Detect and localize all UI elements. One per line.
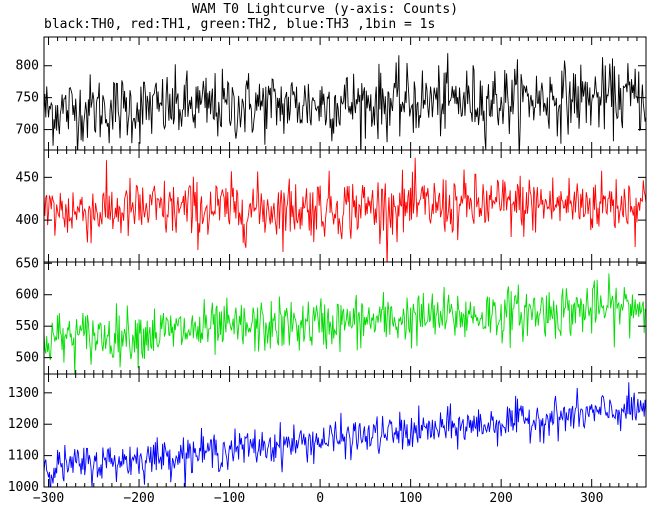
y-tick-label: 1000: [8, 480, 39, 495]
y-tick-label: 800: [16, 59, 39, 74]
x-tick-label: 300: [580, 491, 603, 505]
chart-subtitle: black:TH0, red:TH1, green:TH2, blue:TH3 …: [44, 17, 436, 32]
x-tick-label: −300: [33, 491, 64, 505]
series-line-th3: [44, 382, 646, 487]
panels-layer: 7007508004004505005506006501000110012001…: [8, 36, 647, 495]
panel-th3: 1000 1100 1200 1300: [8, 373, 647, 495]
y-tick-label: 750: [16, 91, 39, 106]
y-tick-label: 500: [16, 351, 39, 366]
x-tick-label: 100: [399, 491, 422, 505]
y-tick-label: 700: [16, 123, 39, 138]
series-line-th1: [44, 157, 646, 262]
series-line-th0: [44, 53, 646, 150]
series-line-th2: [44, 273, 646, 374]
y-tick-label: 650: [16, 256, 39, 271]
y-tick-label: 1300: [8, 386, 39, 401]
panel-frame: [43, 373, 647, 488]
y-tick-label: 1100: [8, 449, 39, 464]
x-tick-label: 0: [316, 491, 324, 505]
y-tick-label: 600: [16, 288, 39, 303]
y-tick-label: 450: [16, 170, 39, 185]
x-axis: −300 −200 −100 0 100 200 300: [33, 491, 604, 505]
panel-th0: 700 750 800: [16, 36, 647, 151]
y-tick-label: 550: [16, 319, 39, 334]
panel-th1: 400 450: [16, 149, 647, 263]
y-tick-label: 400: [16, 213, 39, 228]
x-tick-label: −100: [214, 491, 245, 505]
panel-th2: 500 550 600 650: [16, 256, 647, 375]
chart-title: WAM T0 Lightcurve (y-axis: Counts): [191, 2, 459, 17]
y-tick-label: 1200: [8, 417, 39, 432]
x-tick-label: −200: [123, 491, 154, 505]
x-tick-label: 200: [489, 491, 512, 505]
